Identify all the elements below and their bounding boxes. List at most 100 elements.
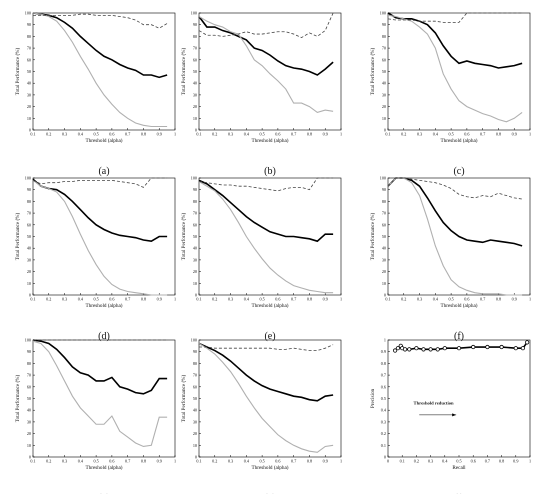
x-tick-label: 0.2 bbox=[212, 297, 217, 302]
x-tick-label: 0.7 bbox=[480, 297, 485, 302]
x-tick-label: 0.6 bbox=[471, 459, 476, 464]
x-tick-label: 0.7 bbox=[291, 459, 296, 464]
x-tick-label: 0.9 bbox=[512, 132, 517, 137]
y-tick-label: 90 bbox=[27, 187, 31, 192]
y-tick-label: 0.7 bbox=[381, 373, 386, 378]
series-line-solid-gray bbox=[198, 16, 334, 114]
y-tick-label: 40 bbox=[27, 246, 31, 251]
data-point bbox=[407, 347, 412, 352]
panel-label: (a) bbox=[98, 166, 109, 177]
x-tick-label: 0.5 bbox=[259, 297, 264, 302]
x-tick-label: 0.1 bbox=[196, 459, 201, 464]
y-tick-label: 0.4 bbox=[381, 408, 387, 413]
x-tick-label: 0 bbox=[387, 459, 389, 464]
plot-frame bbox=[387, 339, 531, 458]
y-tick-label: 0 bbox=[195, 293, 197, 298]
x-tick-label: 0.3 bbox=[417, 132, 422, 137]
y-tick-label: 90 bbox=[382, 22, 386, 27]
y-tick-label: 10 bbox=[382, 281, 386, 286]
y-tick-label: 100 bbox=[380, 176, 386, 181]
y-tick-label: 30 bbox=[382, 92, 386, 97]
y-tick-label: 50 bbox=[382, 69, 386, 74]
x-tick-label: 0.7 bbox=[291, 132, 296, 137]
y-tick-label: 90 bbox=[27, 349, 31, 354]
x-tick-label: 0.7 bbox=[485, 459, 490, 464]
x-tick-label: 0.1 bbox=[196, 297, 201, 302]
x-tick-label: 0.4 bbox=[78, 297, 84, 302]
x-tick-label: 0.1 bbox=[30, 132, 35, 137]
x-tick-label: 1 bbox=[340, 132, 342, 137]
x-tick-label: 0.8 bbox=[307, 297, 312, 302]
x-tick-label: 0.9 bbox=[323, 297, 328, 302]
y-axis-label: Total Performance (%) bbox=[14, 213, 21, 261]
series-line-solid-gray bbox=[32, 179, 168, 296]
series-line-solid-thick bbox=[198, 342, 334, 402]
x-tick-label: 1 bbox=[340, 459, 342, 464]
y-axis-label: Total Performance (%) bbox=[14, 375, 21, 423]
y-tick-label: 90 bbox=[193, 187, 197, 192]
x-tick-label: 0.3 bbox=[228, 132, 233, 137]
x-tick-label: 0.2 bbox=[414, 459, 419, 464]
y-tick-label: 50 bbox=[27, 234, 31, 239]
y-tick-label: 100 bbox=[25, 176, 31, 181]
x-tick-label: 0.1 bbox=[385, 132, 390, 137]
y-tick-label: 10 bbox=[193, 281, 197, 286]
y-tick-label: 0 bbox=[29, 455, 31, 460]
y-tick-label: 70 bbox=[382, 46, 386, 51]
y-tick-label: 10 bbox=[27, 281, 31, 286]
y-tick-label: 100 bbox=[25, 338, 31, 343]
series-line-dashed bbox=[198, 177, 334, 192]
series-line-dashed bbox=[199, 344, 334, 351]
y-tick-label: 80 bbox=[27, 34, 31, 39]
x-tick-label: 0.4 bbox=[244, 132, 250, 137]
y-tick-label: 50 bbox=[27, 69, 31, 74]
x-tick-label: 0.4 bbox=[78, 132, 84, 137]
y-tick-label: 60 bbox=[27, 384, 31, 389]
x-tick-label: 0.1 bbox=[30, 297, 35, 302]
x-tick-label: 0.7 bbox=[480, 132, 485, 137]
x-tick-label: 1 bbox=[340, 297, 342, 302]
chart-panel-8: 0.1 0.2 0.3 0.4 0.5 0.6 0.7 0.8 0.9 1010203040506… bbox=[180, 338, 342, 494]
x-tick-label: 0.8 bbox=[141, 459, 146, 464]
x-tick-label: 0.3 bbox=[428, 459, 433, 464]
x-tick-label: 0.4 bbox=[78, 459, 84, 464]
y-tick-label: 0.2 bbox=[381, 431, 386, 436]
x-tick-label: 0.6 bbox=[464, 297, 469, 302]
y-tick-label: 70 bbox=[193, 373, 197, 378]
chart-panel-3: 0.1 0.2 0.3 0.4 0.5 0.6 0.7 0.8 0.9 1010203040506… bbox=[369, 11, 531, 178]
y-tick-label: 60 bbox=[382, 57, 386, 62]
chart-panel-7: 0.1 0.2 0.3 0.4 0.5 0.6 0.7 0.8 0.9 1010203040506… bbox=[14, 338, 176, 494]
x-tick-label: 0.8 bbox=[141, 297, 146, 302]
y-tick-label: 60 bbox=[193, 384, 197, 389]
x-tick-label: 0.4 bbox=[433, 297, 439, 302]
x-axis-label: Recall bbox=[452, 465, 466, 471]
y-tick-label: 50 bbox=[193, 234, 197, 239]
y-tick-label: 30 bbox=[382, 257, 386, 262]
series-line-solid-gray bbox=[387, 14, 523, 123]
y-tick-label: 70 bbox=[382, 211, 386, 216]
x-tick-label: 0.9 bbox=[157, 459, 162, 464]
y-axis-label: Total Performance (%) bbox=[14, 48, 21, 96]
y-tick-label: 0 bbox=[384, 293, 386, 298]
x-tick-label: 1 bbox=[529, 459, 531, 464]
y-tick-label: 40 bbox=[27, 408, 31, 413]
x-tick-label: 0.9 bbox=[323, 132, 328, 137]
plot-frame bbox=[387, 12, 531, 131]
y-tick-label: 10 bbox=[27, 443, 31, 448]
plot-frame bbox=[198, 339, 342, 458]
series-line-solid-gray bbox=[198, 343, 334, 453]
y-axis-label: Total Performance (%) bbox=[369, 48, 376, 96]
y-tick-label: 60 bbox=[27, 57, 31, 62]
x-tick-label: 0.5 bbox=[448, 297, 453, 302]
y-axis-label: Total Performance (%) bbox=[369, 213, 376, 261]
y-tick-label: 30 bbox=[193, 257, 197, 262]
x-tick-label: 0.9 bbox=[323, 459, 328, 464]
data-point bbox=[520, 346, 526, 351]
data-point bbox=[402, 347, 408, 352]
arrow-head bbox=[452, 413, 457, 417]
y-tick-label: 90 bbox=[193, 22, 197, 27]
x-tick-label: 0.9 bbox=[513, 459, 518, 464]
data-point bbox=[499, 344, 504, 350]
data-point bbox=[442, 346, 447, 351]
panel-label: (e) bbox=[264, 331, 275, 342]
